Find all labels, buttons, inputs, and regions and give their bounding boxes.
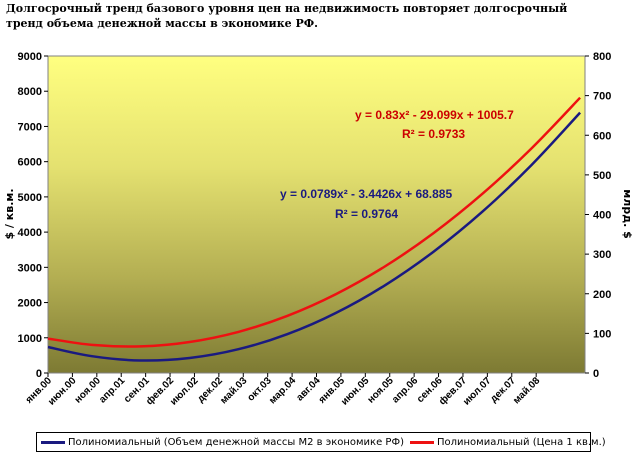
right-tick-label: 600 xyxy=(593,130,611,142)
right-tick-label: 700 xyxy=(593,91,611,103)
right-tick-label: 500 xyxy=(593,170,611,182)
legend-swatch-m2 xyxy=(41,440,65,444)
x-tick-label: май.08 xyxy=(511,375,542,406)
left-tick-label: 9000 xyxy=(18,51,42,63)
right-tick-label: 200 xyxy=(593,289,611,301)
x-tick-label: ноя.05 xyxy=(366,375,397,406)
equation-m2: y = 0.0789x² - 3.4426x + 68.885 xyxy=(280,187,452,201)
x-tick-label: апр.06 xyxy=(390,375,420,405)
legend: Полиномиальный (Объем денежной массы М2 … xyxy=(36,432,606,452)
x-tick-label: июл.07 xyxy=(461,375,494,408)
x-tick-label: апр.01 xyxy=(97,375,127,405)
x-tick-label: май.03 xyxy=(218,375,249,406)
right-tick-label: 400 xyxy=(593,210,611,222)
right-tick-label: 0 xyxy=(593,368,599,380)
left-tick-label: 3000 xyxy=(18,262,42,274)
left-tick-label: 6000 xyxy=(18,157,42,169)
chart-title: Долгосрочный тренд базового уровня цен н… xyxy=(6,1,606,31)
right-tick-label: 300 xyxy=(593,249,611,261)
x-tick-label: июн.05 xyxy=(339,375,372,408)
x-tick-label: июн.00 xyxy=(46,375,79,408)
left-tick-label: 5000 xyxy=(18,192,42,204)
right-tick-label: 100 xyxy=(593,328,611,340)
left-tick-label: 0 xyxy=(36,368,42,380)
left-tick-label: 1000 xyxy=(18,333,42,345)
left-tick-label: 2000 xyxy=(18,298,42,310)
series-line-m2 xyxy=(47,111,582,362)
series-line-price xyxy=(47,96,582,348)
x-tick-label: ноя.00 xyxy=(73,375,104,406)
left-axis-ticks: 0 1000 2000 3000 4000 5000 6000 7000 8000 9000 xyxy=(18,51,48,380)
chart-title-line-1: Долгосрочный тренд базового уровня цен н… xyxy=(6,2,568,15)
plot-area xyxy=(47,55,586,374)
left-tick-label: 8000 xyxy=(18,86,42,98)
x-axis-ticks: янв.00июн.00ноя.00апр.01сен.01фев.02июл.… xyxy=(24,373,543,408)
r2-price: R² = 0.9733 xyxy=(402,127,465,141)
legend-item-price: Полиномиальный (Цена 1 кв.м.) xyxy=(409,436,606,448)
equation-price: y = 0.83x² - 29.099x + 1005.7 xyxy=(355,108,514,122)
right-axis-ticks: 0 100 200 300 400 500 600 700 800 xyxy=(585,51,611,380)
legend-swatch-price xyxy=(409,440,434,444)
x-tick-label: июл.02 xyxy=(168,375,201,408)
legend-label-price: Полиномиальный (Цена 1 кв.м.) xyxy=(436,436,606,448)
left-tick-label: 7000 xyxy=(18,121,42,133)
left-tick-label: 4000 xyxy=(18,227,42,239)
x-tick-label: мар.04 xyxy=(267,375,298,406)
legend-label-m2: Полиномиальный (Объем денежной массы М2 … xyxy=(68,436,404,448)
right-tick-label: 800 xyxy=(593,51,611,63)
right-axis-label: млрд. $ xyxy=(621,189,634,238)
chart-title-line-2: тренд объема денежной массы в экономике … xyxy=(6,17,319,30)
r2-m2: R² = 0.9764 xyxy=(335,207,398,221)
left-axis-label: $ / кв.м. xyxy=(3,188,16,239)
legend-item-m2: Полиномиальный (Объем денежной массы М2 … xyxy=(41,437,404,448)
